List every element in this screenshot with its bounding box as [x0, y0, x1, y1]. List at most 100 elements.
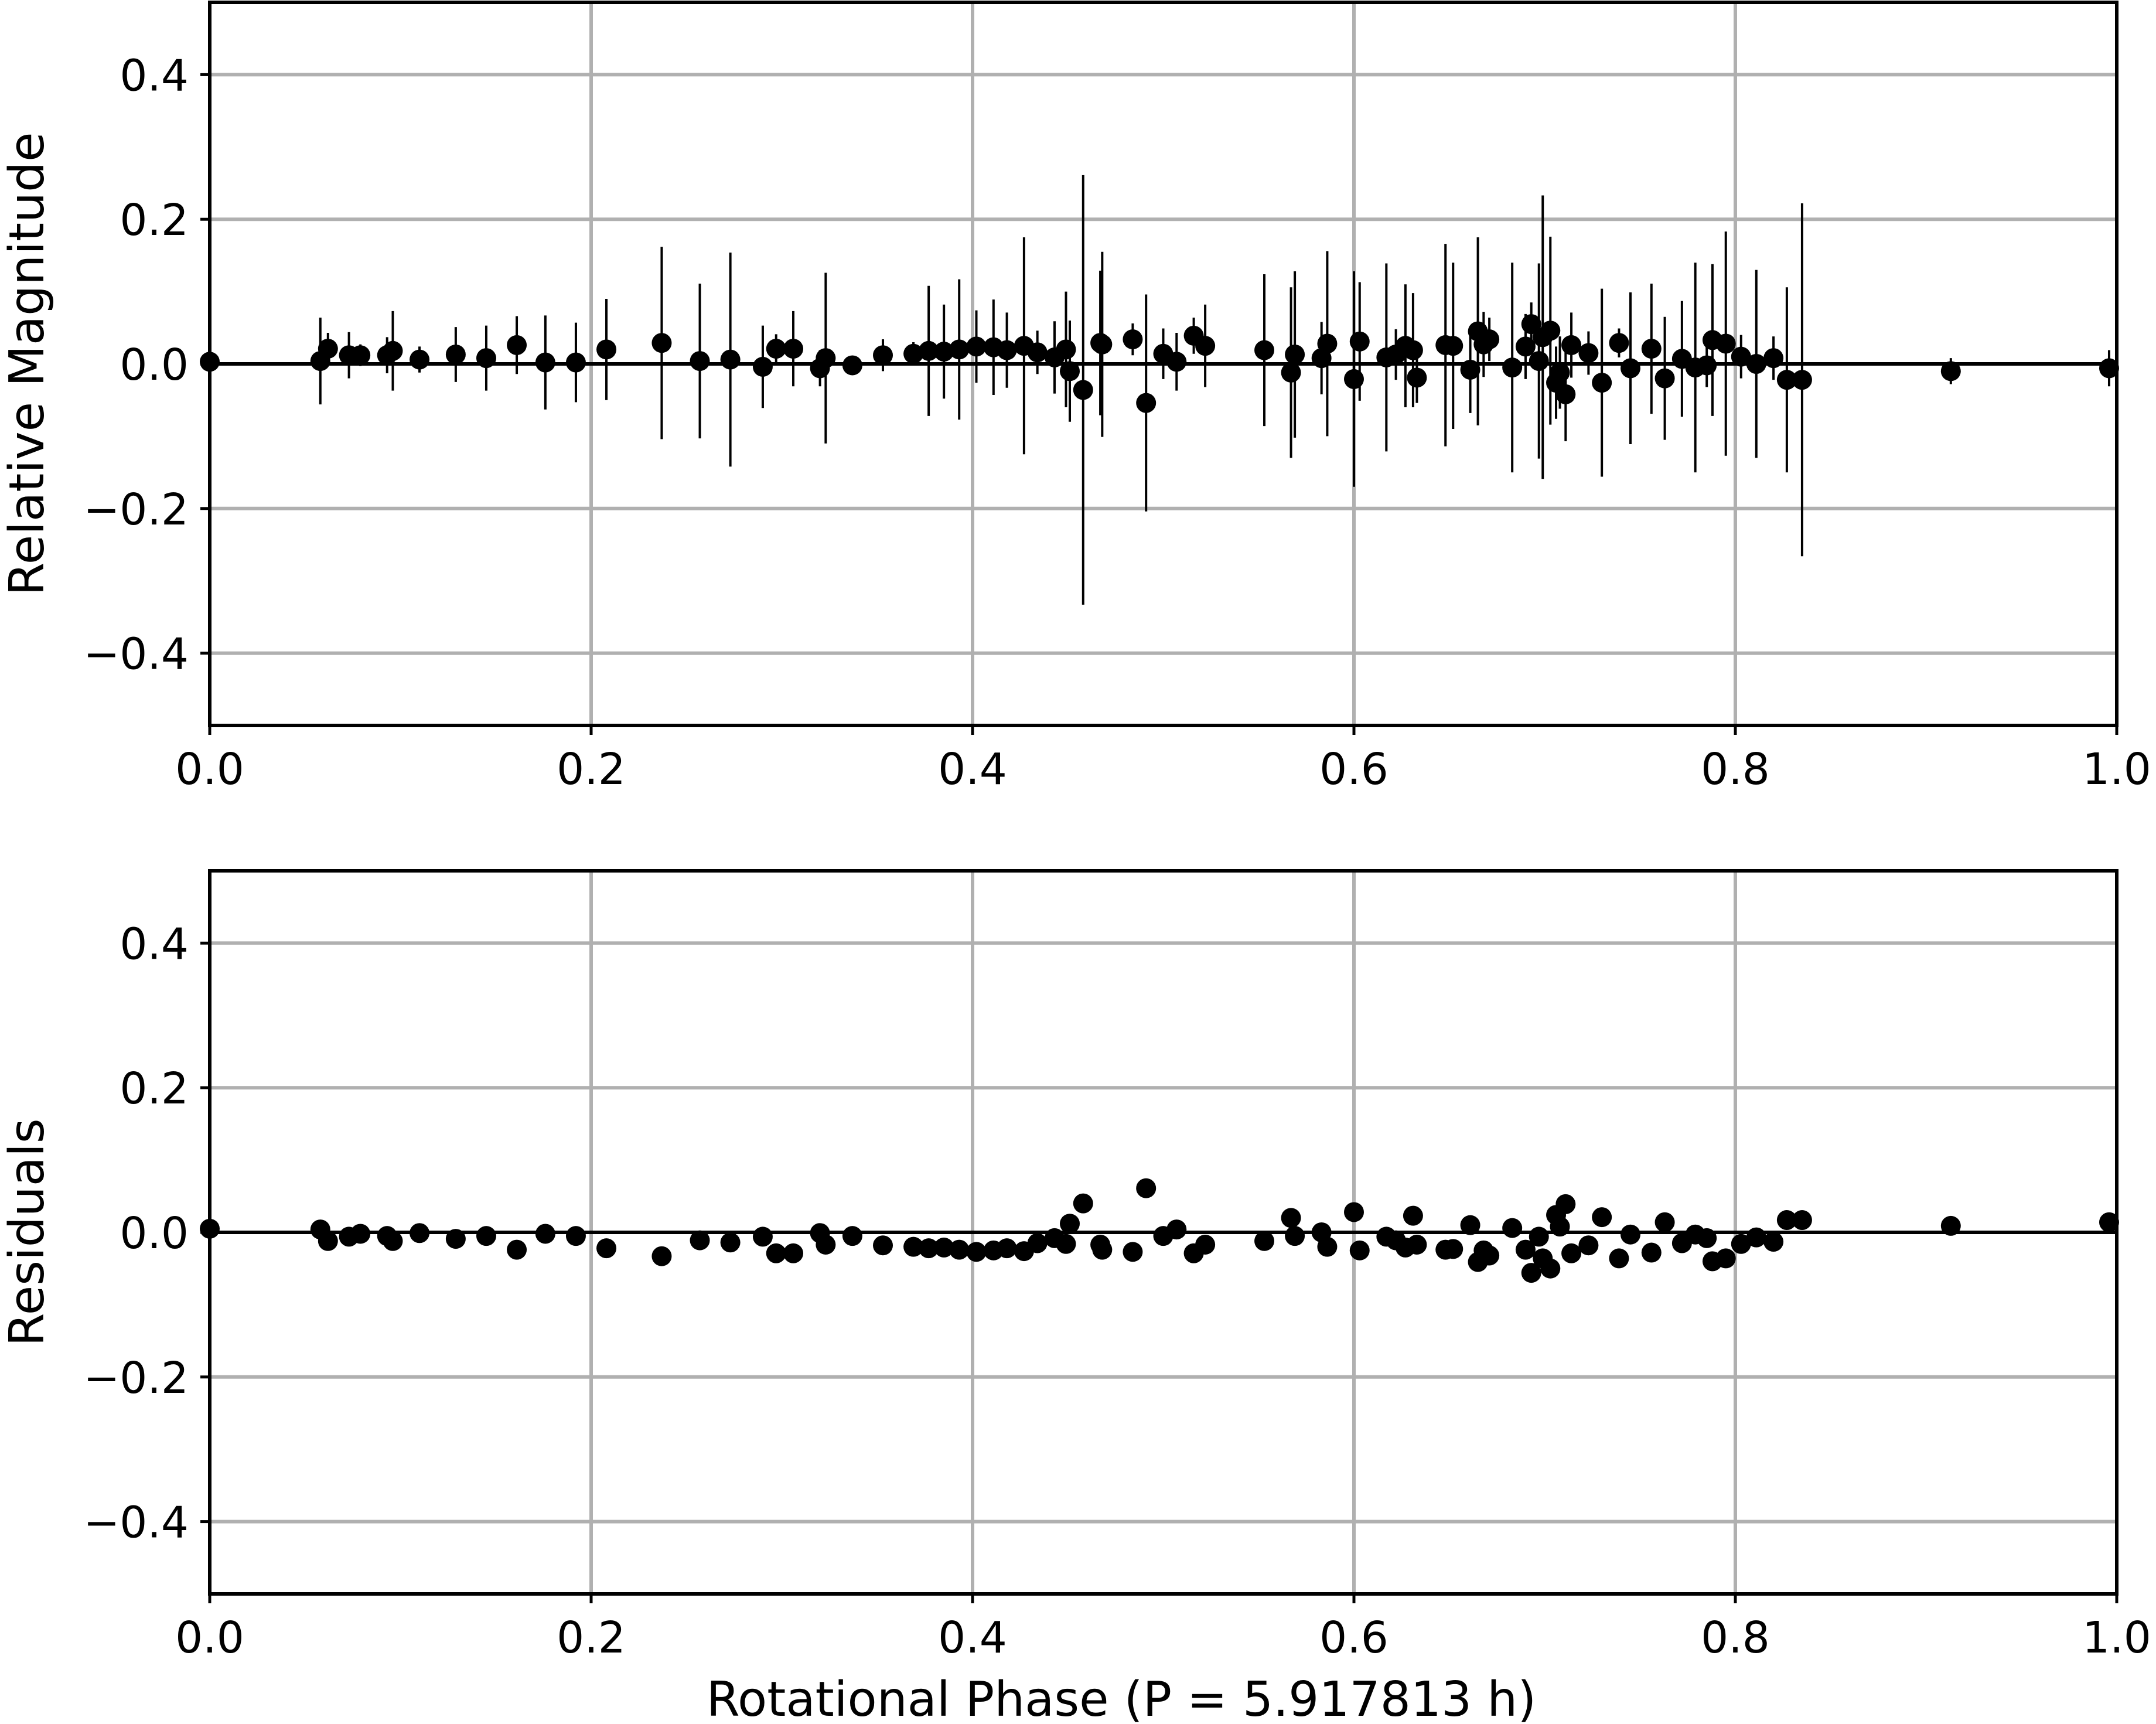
- bottom-x-tick-label: 0.4: [938, 1613, 1007, 1663]
- top-data-point: [873, 345, 893, 366]
- bottom-data-point: [1609, 1248, 1629, 1269]
- bottom-data-point: [934, 1237, 954, 1258]
- top-data-point: [476, 348, 496, 369]
- bottom-data-point: [816, 1234, 836, 1255]
- bottom-data-point: [1654, 1212, 1675, 1232]
- bottom-data-point: [1641, 1242, 1662, 1263]
- bottom-data-point: [752, 1226, 773, 1247]
- top-data-point: [1578, 343, 1599, 363]
- bottom-data-point: [535, 1224, 555, 1244]
- top-x-tick-label: 0.8: [1701, 744, 1770, 795]
- top-x-tick-label: 0.6: [1319, 744, 1389, 795]
- bottom-data-point: [1715, 1248, 1736, 1269]
- bottom-data-point: [1195, 1234, 1216, 1255]
- bottom-data-point: [1344, 1202, 1364, 1222]
- bottom-data-point: [1123, 1242, 1143, 1262]
- bottom-data-point: [383, 1231, 403, 1251]
- bottom-data-point: [476, 1226, 496, 1246]
- top-data-point: [766, 339, 786, 359]
- bottom-data-point: [1697, 1228, 1717, 1248]
- top-y-tick-label: 0.2: [120, 195, 189, 246]
- top-x-tick-label: 1.0: [2082, 744, 2151, 795]
- bottom-data-point: [1407, 1234, 1427, 1255]
- top-data-point: [1403, 340, 1423, 360]
- bottom-data-point: [1561, 1243, 1582, 1263]
- bottom-data-point: [919, 1238, 939, 1259]
- top-data-point: [1460, 359, 1480, 380]
- bottom-data-point: [1792, 1210, 1812, 1231]
- top-y-tick-label: −0.2: [83, 485, 189, 535]
- figure-xlabel: Rotational Phase (P = 5.917813 h): [707, 1672, 1537, 1724]
- bottom-data-point: [318, 1231, 338, 1251]
- bottom-data-point: [903, 1236, 924, 1257]
- top-data-point: [1555, 384, 1576, 404]
- top-data-point: [997, 340, 1017, 360]
- top-data-point: [1479, 329, 1500, 350]
- bottom-data-point: [1027, 1233, 1048, 1253]
- bottom-data-point: [1254, 1231, 1275, 1251]
- bottom-data-point: [1515, 1239, 1536, 1260]
- top-y-tick-label: 0.0: [120, 340, 189, 390]
- top-data-point: [919, 340, 939, 361]
- top-data-point: [1281, 362, 1301, 383]
- bottom-data-point: [1166, 1219, 1187, 1240]
- top-data-point: [1697, 355, 1717, 376]
- top-data-point: [1195, 336, 1216, 356]
- top-data-point: [720, 349, 741, 370]
- top-data-point: [966, 336, 987, 357]
- top-data-point: [690, 351, 710, 372]
- top-data-point: [410, 349, 430, 370]
- top-data-point: [1776, 370, 1797, 390]
- bottom-data-point: [565, 1226, 586, 1246]
- bottom-x-tick-label: 0.0: [175, 1613, 244, 1663]
- bottom-data-point: [1529, 1226, 1549, 1247]
- top-data-point: [535, 352, 555, 373]
- top-data-point: [1285, 344, 1305, 364]
- bottom-data-point: [1349, 1240, 1370, 1260]
- bottom-data-point: [1281, 1208, 1301, 1228]
- top-data-point: [1060, 361, 1080, 381]
- bottom-data-point: [1285, 1226, 1305, 1246]
- bottom-data-point: [1746, 1227, 1766, 1248]
- top-data-point: [1073, 380, 1093, 400]
- top-data-point: [1731, 346, 1751, 367]
- top-data-point: [1344, 369, 1364, 389]
- top-data-point: [1166, 352, 1187, 372]
- residuals-panel: 0.0 0.2 0.4 0.6 0.8 1.0 0.4 0.2 0.0 −0.2 −0.4 Resid…: [0, 869, 2151, 1663]
- top-x-tick-label: 0.2: [557, 744, 626, 795]
- top-data-point: [1592, 373, 1612, 393]
- top-data-point: [816, 348, 836, 369]
- bottom-data-point: [445, 1229, 466, 1249]
- top-data-point: [1641, 339, 1662, 359]
- top-data-point: [949, 339, 970, 360]
- top-data-point: [350, 345, 371, 366]
- top-data-point: [1136, 393, 1157, 413]
- top-data-point: [1715, 333, 1736, 354]
- bottom-y-tick-label: 0.0: [120, 1208, 189, 1259]
- top-data-point: [1443, 336, 1464, 356]
- top-data-point: [903, 343, 924, 364]
- top-data-point: [1317, 333, 1338, 354]
- bottom-data-point: [350, 1224, 371, 1244]
- top-data-point: [1609, 333, 1629, 353]
- top-data-point: [1502, 357, 1523, 378]
- top-data-point: [1092, 334, 1113, 355]
- top-data-point: [2099, 358, 2119, 379]
- bottom-data-point: [842, 1226, 862, 1246]
- top-y-tick-label: −0.4: [83, 629, 189, 680]
- bottom-data-point: [1136, 1178, 1157, 1198]
- top-ylabel: Relative Magnitude: [0, 132, 55, 595]
- bottom-data-point: [1550, 1217, 1570, 1237]
- top-data-point: [1792, 370, 1812, 390]
- top-data-point: [1561, 335, 1582, 355]
- top-x-tick-label: 0.0: [175, 744, 244, 795]
- top-data-point: [318, 339, 338, 359]
- top-data-point: [383, 340, 403, 361]
- bottom-data-point: [1620, 1224, 1640, 1245]
- bottom-data-point: [1060, 1214, 1080, 1234]
- top-data-point: [1620, 358, 1640, 379]
- bottom-y-tick-label: 0.2: [120, 1064, 189, 1114]
- bottom-data-point: [1403, 1205, 1423, 1226]
